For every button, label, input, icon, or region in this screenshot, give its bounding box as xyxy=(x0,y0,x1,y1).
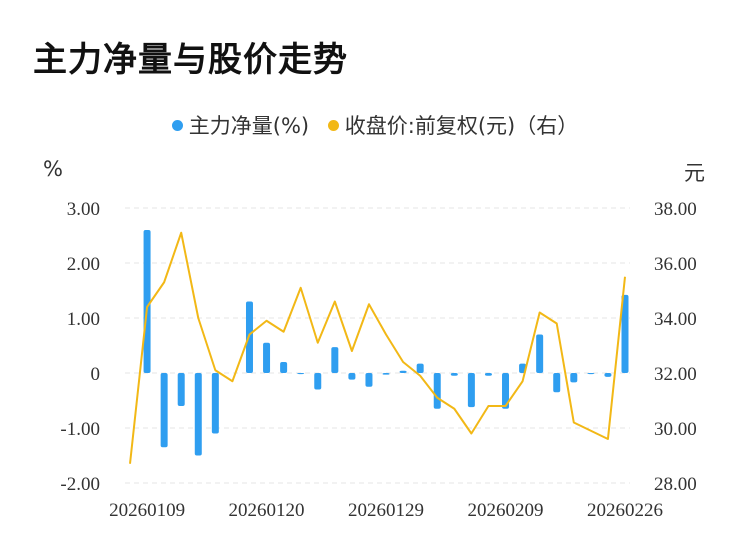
bar-20260226 xyxy=(621,294,629,373)
bar-20260211 xyxy=(536,334,544,373)
bar-20260123 xyxy=(314,373,322,390)
bar-20260202 xyxy=(416,363,424,373)
y-left-tick-label: 0 xyxy=(91,364,101,385)
bar-20260114 xyxy=(194,373,202,456)
y-left-tick-label: 2.00 xyxy=(67,254,100,275)
bar-20260213 xyxy=(570,373,578,383)
x-tick-label: 20260226 xyxy=(587,500,663,521)
bar-20260212 xyxy=(553,373,561,393)
bar-20260206 xyxy=(484,373,492,376)
bar-20260127 xyxy=(348,373,356,380)
bar-20260209 xyxy=(502,373,510,409)
bar-20260109 xyxy=(143,230,151,373)
price-line xyxy=(129,231,626,464)
bar-20260126 xyxy=(331,347,339,373)
y-right-tick-label: 32.00 xyxy=(654,364,697,385)
legend-item-bar[interactable]: 主力净量(%) xyxy=(171,110,310,140)
bar-20260224 xyxy=(587,373,595,375)
legend-item-line[interactable]: 收盘价:前复权(元)（右） xyxy=(327,110,579,140)
legend-line-label: 收盘价:前复权(元)（右） xyxy=(344,114,579,138)
bar-20260128 xyxy=(365,373,373,387)
page-title: 主力净量与股价走势 xyxy=(33,40,348,80)
bar-20260113 xyxy=(177,373,185,406)
bar-20260120 xyxy=(263,342,271,373)
y-right-tick-label: 38.00 xyxy=(654,199,697,220)
y-left-tick-label: 1.00 xyxy=(67,309,100,330)
legend-bar-dot-icon xyxy=(171,119,183,131)
x-tick-label: 20260109 xyxy=(109,500,185,521)
bar-20260204 xyxy=(450,373,458,376)
x-tick-label: 20260129 xyxy=(348,500,424,521)
left-axis-unit: % xyxy=(43,157,63,181)
bar-20260129 xyxy=(382,373,390,375)
bar-20260225 xyxy=(604,373,612,377)
chart-legend: 主力净量(%) 收盘价:前复权(元)（右） xyxy=(0,110,750,140)
y-right-tick-label: 36.00 xyxy=(654,254,697,275)
x-tick-label: 20260209 xyxy=(468,500,544,521)
bar-20260112 xyxy=(160,373,168,448)
y-right-tick-label: 34.00 xyxy=(654,309,697,330)
bar-20260122 xyxy=(297,373,305,375)
y-left-tick-label: -1.00 xyxy=(60,419,100,440)
bar-20260130 xyxy=(399,370,407,373)
y-right-tick-label: 30.00 xyxy=(654,419,697,440)
bar-20260121 xyxy=(280,362,288,373)
y-left-tick-label: 3.00 xyxy=(67,199,100,220)
bar-20260203 xyxy=(433,373,441,409)
legend-line-dot-icon xyxy=(327,119,339,131)
y-left-tick-label: -2.00 xyxy=(60,474,100,495)
bar-20260205 xyxy=(467,373,475,408)
bar-20260115 xyxy=(211,373,219,434)
x-tick-label: 20260120 xyxy=(229,500,305,521)
legend-bar-label: 主力净量(%) xyxy=(188,114,310,138)
y-right-tick-label: 28.00 xyxy=(654,474,697,495)
right-axis-unit: 元 xyxy=(684,161,705,185)
